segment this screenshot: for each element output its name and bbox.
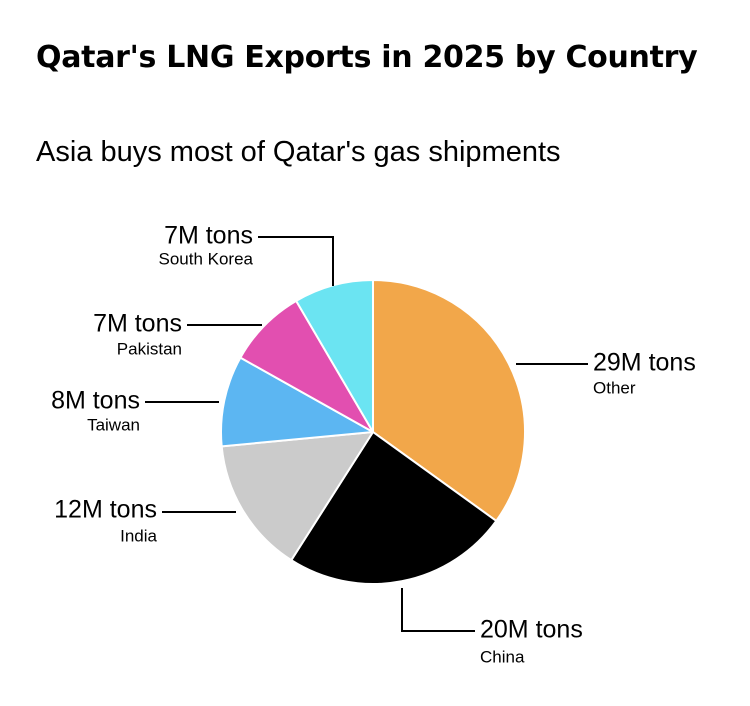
slice-value-label-pakistan: 7M tons [93,310,182,338]
leader-line-south-korea [258,236,334,286]
chart-subtitle: Asia buys most of Qatar's gas shipments [36,136,561,168]
leader-lines [145,236,588,632]
pie-slices [220,279,526,585]
slice-category-label-china: China [480,647,525,666]
pie-slice-other [372,279,526,522]
pie-slice-india [220,431,374,562]
slice-value-label-south-korea: 7M tons [164,222,253,250]
slice-category-label-india: India [120,526,157,545]
slice-value-label-china: 20M tons [480,616,583,644]
slice-category-label-south-korea: South Korea [158,249,253,268]
chart-title: Qatar's LNG Exports in 2025 by Country [36,40,698,75]
slice-value-label-india: 12M tons [54,496,157,524]
slice-category-label-pakistan: Pakistan [117,339,182,358]
slice-value-label-taiwan: 8M tons [51,387,140,415]
pie-slice-china [290,431,498,585]
pie-slice-taiwan [220,356,374,448]
slice-value-label-other: 29M tons [593,349,696,377]
leader-line-china [401,588,475,632]
slice-category-label-other: Other [593,378,636,397]
slice-category-label-taiwan: Taiwan [87,415,140,434]
